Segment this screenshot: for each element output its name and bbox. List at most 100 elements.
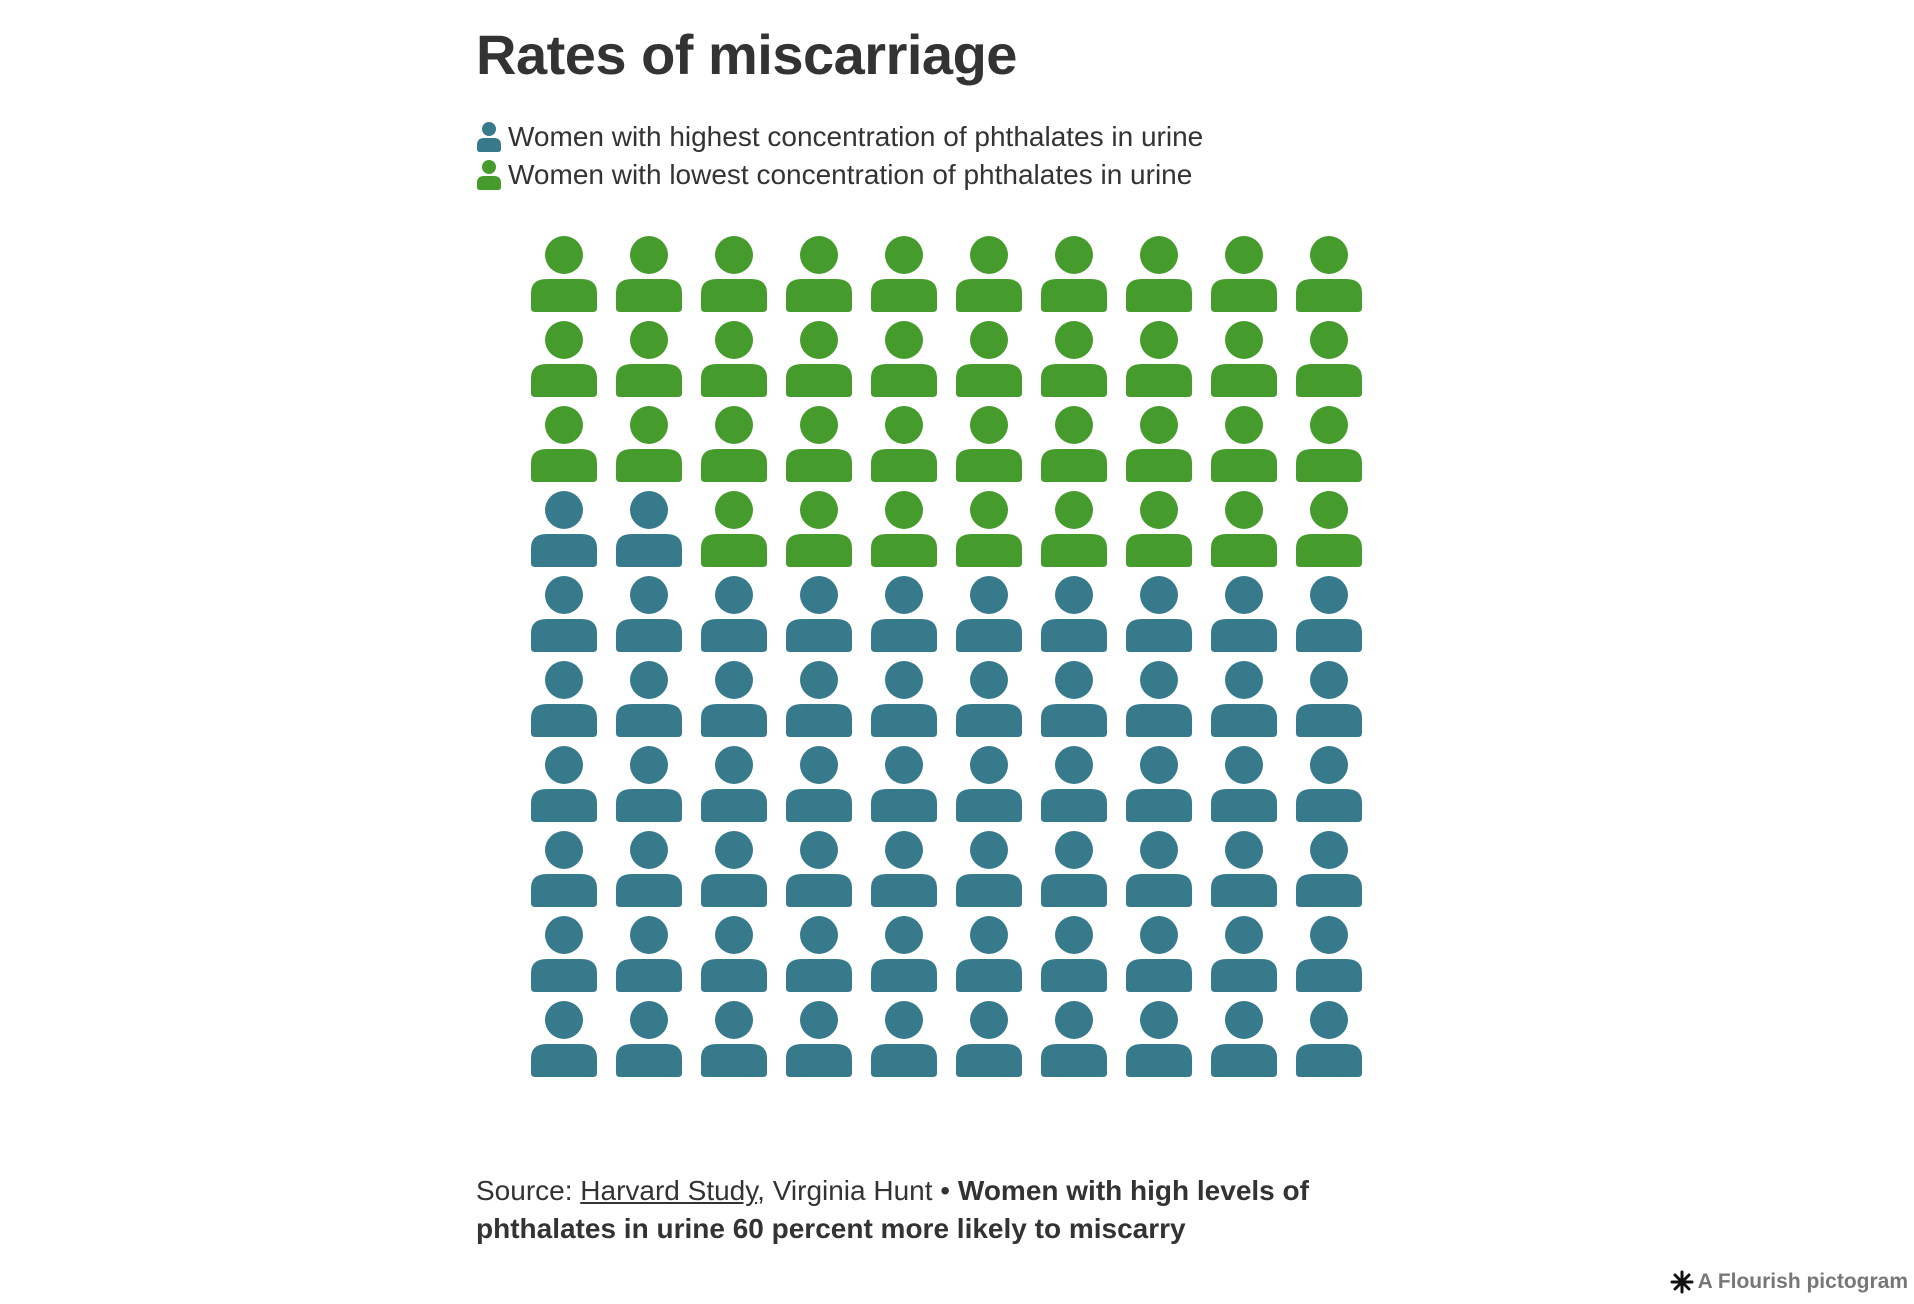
person-icon-lowest <box>1211 236 1277 312</box>
person-icon-highest <box>531 576 597 652</box>
source-prefix: Source: <box>476 1175 581 1206</box>
person-icon-lowest <box>1211 321 1277 397</box>
person-icon-highest <box>1296 1001 1362 1077</box>
person-icon-highest <box>701 576 767 652</box>
person-icon-highest <box>1126 1001 1192 1077</box>
person-icon-highest <box>701 1001 767 1077</box>
person-icon-lowest <box>871 406 937 482</box>
person-icon-highest <box>786 576 852 652</box>
person-icon-lowest <box>956 321 1022 397</box>
person-icon-highest <box>1126 916 1192 992</box>
person-icon-highest <box>531 831 597 907</box>
person-icon-highest <box>616 746 682 822</box>
person-icon-lowest <box>701 406 767 482</box>
person-icon-highest <box>1041 576 1107 652</box>
person-icon-lowest <box>1296 491 1362 567</box>
person-icon-lowest <box>531 406 597 482</box>
person-icon-lowest <box>1041 491 1107 567</box>
legend-label-highest: Women with highest concentration of phth… <box>508 121 1204 152</box>
person-icon-lowest <box>1296 321 1362 397</box>
person-icon-highest <box>1126 661 1192 737</box>
person-icon-highest <box>701 746 767 822</box>
person-icon-lowest <box>1211 406 1277 482</box>
person-icon-highest <box>616 1001 682 1077</box>
person-icon-highest <box>1126 831 1192 907</box>
legend-item-lowest: Women with lowest concentration of phtha… <box>476 156 1203 194</box>
person-icon-highest <box>616 916 682 992</box>
source-rest: , Virginia Hunt • <box>757 1175 958 1206</box>
person-icon-highest <box>701 661 767 737</box>
person-icon-highest <box>1296 916 1362 992</box>
footer: Source: Harvard Study, Virginia Hunt • W… <box>476 1172 1376 1248</box>
person-icon-highest <box>786 661 852 737</box>
person-icon-highest <box>1211 661 1277 737</box>
person-icon-highest <box>1126 746 1192 822</box>
person-icon-highest <box>786 916 852 992</box>
person-icon-lowest <box>1126 406 1192 482</box>
person-icon-lowest <box>1041 321 1107 397</box>
person-icon-lowest <box>1126 321 1192 397</box>
person-icon-highest <box>1211 831 1277 907</box>
person-icon-lowest <box>701 491 767 567</box>
person-icon-lowest <box>1126 491 1192 567</box>
person-icon-highest <box>1211 916 1277 992</box>
chart-title: Rates of miscarriage <box>476 23 1017 86</box>
person-icon-highest <box>956 746 1022 822</box>
person-icon-highest <box>956 661 1022 737</box>
person-icon-highest <box>1041 1001 1107 1077</box>
person-icon-highest <box>1041 916 1107 992</box>
person-icon-lowest <box>1041 236 1107 312</box>
source-link[interactable]: Harvard Study <box>580 1175 758 1206</box>
flourish-logo-icon <box>1670 1270 1694 1294</box>
person-icon-highest <box>616 576 682 652</box>
person-icon <box>477 160 501 190</box>
person-icon-highest <box>616 491 682 567</box>
person-icon-highest <box>956 1001 1022 1077</box>
person-icon-lowest <box>786 321 852 397</box>
person-icon-lowest <box>786 491 852 567</box>
person-icon-highest <box>1211 1001 1277 1077</box>
person-icon-highest <box>1296 746 1362 822</box>
person-icon-lowest <box>531 321 597 397</box>
person-icon-highest <box>1296 576 1362 652</box>
person-icon-highest <box>871 661 937 737</box>
person-icon-highest <box>616 661 682 737</box>
person-icon-highest <box>531 746 597 822</box>
person-icon-highest <box>786 831 852 907</box>
person-icon-lowest <box>956 406 1022 482</box>
person-icon-highest <box>531 1001 597 1077</box>
person-icon-highest <box>531 491 597 567</box>
person-icon-lowest <box>786 236 852 312</box>
person-icon-highest <box>531 916 597 992</box>
person-icon-lowest <box>1126 236 1192 312</box>
person-icon-highest <box>871 746 937 822</box>
pictogram-grid <box>531 236 1362 1077</box>
person-icon-highest <box>786 1001 852 1077</box>
person-icon-highest <box>956 576 1022 652</box>
person-icon-highest <box>1041 831 1107 907</box>
person-icon-highest <box>956 916 1022 992</box>
person-icon-highest <box>786 746 852 822</box>
person-icon-highest <box>1296 831 1362 907</box>
person-icon <box>477 122 501 152</box>
person-icon-lowest <box>701 321 767 397</box>
legend: Women with highest concentration of phth… <box>476 118 1203 194</box>
person-icon-highest <box>956 831 1022 907</box>
person-icon-highest <box>531 661 597 737</box>
person-icon-highest <box>616 831 682 907</box>
person-icon-lowest <box>531 236 597 312</box>
person-icon-highest <box>871 916 937 992</box>
person-icon-highest <box>1211 576 1277 652</box>
person-icon-lowest <box>786 406 852 482</box>
legend-item-highest: Women with highest concentration of phth… <box>476 118 1203 156</box>
person-icon-highest <box>1041 661 1107 737</box>
legend-label-lowest: Women with lowest concentration of phtha… <box>508 159 1193 190</box>
flourish-credit[interactable]: A Flourish pictogram <box>1670 1270 1908 1294</box>
person-icon-lowest <box>1041 406 1107 482</box>
person-icon-lowest <box>956 236 1022 312</box>
person-icon-highest <box>1211 746 1277 822</box>
person-icon-highest <box>871 1001 937 1077</box>
person-icon-lowest <box>871 236 937 312</box>
person-icon-highest <box>1296 661 1362 737</box>
person-icon-lowest <box>616 236 682 312</box>
